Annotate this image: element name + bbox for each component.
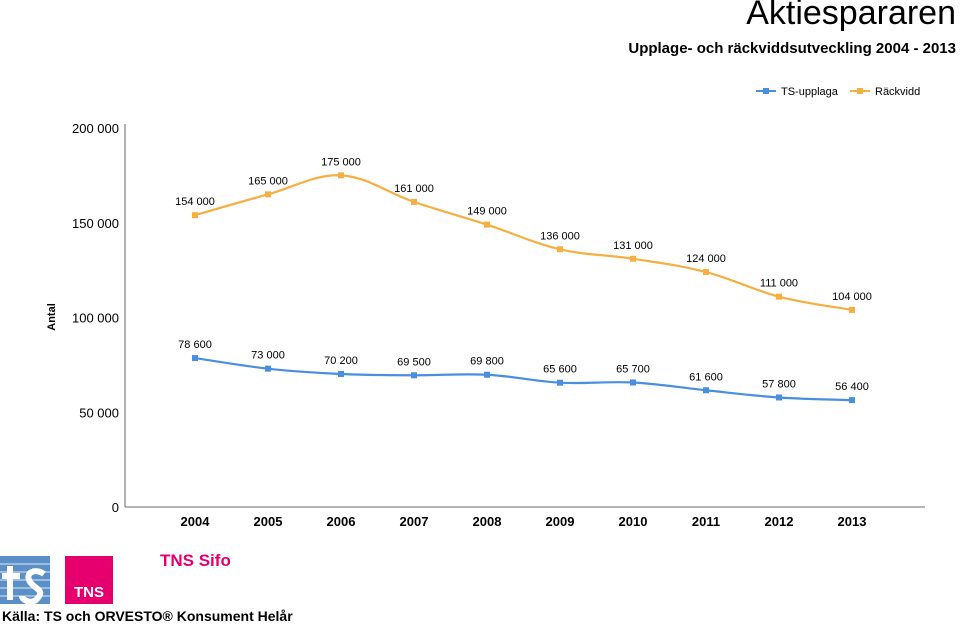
- data-point: [703, 387, 709, 394]
- data-point: [411, 198, 417, 205]
- data-label: 56 400: [835, 381, 869, 393]
- data-label: 65 700: [616, 363, 650, 375]
- data-label: 149 000: [467, 206, 507, 218]
- data-label: 154 000: [175, 196, 215, 208]
- data-label: 136 000: [540, 230, 580, 242]
- data-label: 61 600: [689, 371, 723, 383]
- data-point: [776, 394, 782, 401]
- data-point: [265, 365, 271, 372]
- y-tick-label: 50 000: [79, 405, 119, 420]
- series-line-r-ckvidd: [194, 174, 853, 312]
- data-label: 70 200: [324, 355, 358, 367]
- data-point: [338, 370, 344, 377]
- page-title: Aktiespararen: [746, 0, 956, 32]
- data-point: [484, 371, 490, 378]
- data-label: 165 000: [248, 175, 288, 187]
- page-subtitle: Upplage- och räckviddsutveckling 2004 - …: [628, 40, 956, 57]
- data-label: 124 000: [686, 253, 726, 265]
- y-tick-label: 0: [112, 500, 119, 515]
- data-point: [338, 172, 344, 179]
- x-tick-label: 2010: [619, 514, 648, 529]
- data-label: 78 600: [178, 339, 212, 351]
- data-point: [703, 269, 709, 276]
- x-tick-label: 2013: [838, 514, 867, 529]
- tns-logo: TNS: [65, 556, 113, 604]
- data-point: [849, 397, 855, 404]
- data-point: [630, 255, 636, 262]
- x-tick-label: 2004: [181, 514, 211, 529]
- data-point: [630, 379, 636, 386]
- tns-sifo-logo: TNS Sifo: [160, 551, 231, 570]
- data-point: [411, 372, 417, 379]
- legend-label: TS-upplaga: [781, 86, 839, 98]
- data-label: 65 600: [543, 364, 577, 376]
- data-label: 111 000: [760, 278, 798, 290]
- data-point: [265, 191, 271, 198]
- data-label: 57 800: [762, 378, 796, 390]
- data-label: 161 000: [394, 183, 434, 195]
- legend-label: Räckvidd: [875, 86, 920, 98]
- x-tick-label: 2006: [327, 514, 356, 529]
- x-tick-label: 2005: [254, 514, 283, 529]
- data-point: [776, 293, 782, 300]
- data-point: [484, 221, 490, 228]
- line-chart: 0 50 000 100 000 150 000 200 000 Antal 2004 200…: [46, 86, 925, 529]
- legend-swatch-marker: [857, 88, 863, 94]
- data-label: 69 500: [397, 356, 431, 368]
- data-point: [557, 246, 563, 253]
- series-line-ts-upplaga: [194, 356, 853, 402]
- data-label: 104 000: [832, 291, 872, 303]
- y-axis-title: Antal: [46, 303, 58, 331]
- x-tick-label: 2009: [546, 514, 575, 529]
- data-label: 73 000: [251, 350, 285, 362]
- y-tick-label: 200 000: [72, 121, 119, 136]
- y-tick-label: 100 000: [72, 311, 119, 326]
- data-label: 69 800: [470, 356, 504, 368]
- data-point: [192, 212, 198, 219]
- ts-logo: [0, 556, 50, 604]
- source-note: Källa: TS och ORVESTO® Konsument Helår: [2, 608, 293, 624]
- data-point: [557, 379, 563, 386]
- x-tick-label: 2011: [692, 514, 720, 529]
- data-point: [192, 355, 198, 362]
- data-point: [849, 306, 855, 313]
- legend-swatch-marker: [763, 88, 769, 94]
- data-label: 175 000: [321, 156, 361, 168]
- data-label: 131 000: [613, 240, 653, 252]
- x-tick-label: 2008: [473, 514, 502, 529]
- x-tick-label: 2007: [400, 514, 429, 529]
- x-tick-label: 2012: [765, 514, 794, 529]
- y-tick-label: 150 000: [72, 216, 119, 231]
